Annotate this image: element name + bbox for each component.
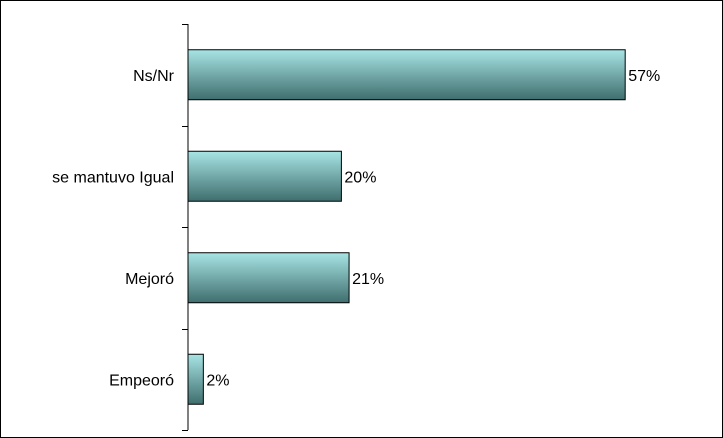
data-label: 21% — [352, 271, 384, 288]
category-label: Empeoró — [109, 372, 174, 389]
bar-0 — [187, 49, 626, 101]
bar-3 — [187, 353, 204, 405]
bar-2 — [187, 252, 350, 304]
category-label: Mejoró — [125, 271, 174, 288]
category-label: se mantuvo Igual — [52, 169, 174, 186]
category-label: Ns/Nr — [133, 68, 175, 85]
data-label: 20% — [344, 169, 376, 186]
data-label: 57% — [628, 68, 660, 85]
bar-1 — [187, 150, 342, 202]
data-label: 2% — [206, 372, 229, 389]
